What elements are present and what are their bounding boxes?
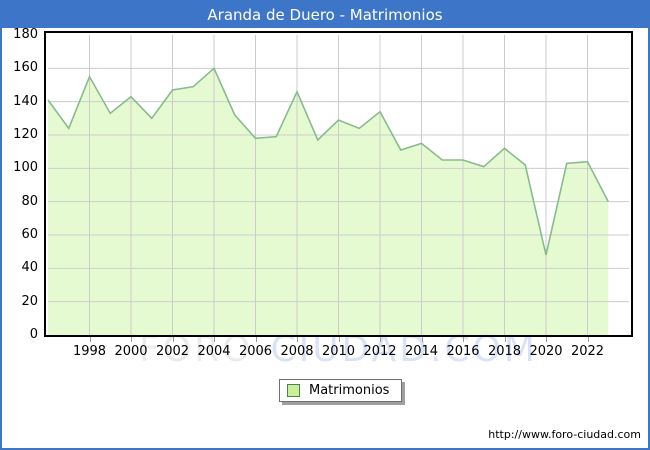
series-line bbox=[47, 67, 609, 256]
x-axis-tick bbox=[297, 337, 298, 342]
area-chart-canvas bbox=[47, 35, 629, 336]
x-axis-tick bbox=[504, 337, 506, 342]
y-axis-label: 180 bbox=[13, 27, 38, 42]
y-axis-label: 100 bbox=[13, 160, 38, 176]
x-axis-label: 2014 bbox=[404, 344, 439, 359]
x-axis-tick bbox=[131, 337, 132, 342]
x-axis-label: 2016 bbox=[446, 344, 480, 359]
x-axis-label: 2018 bbox=[487, 344, 522, 359]
legend: Matrimonios bbox=[279, 379, 403, 402]
x-axis-label: 2006 bbox=[238, 344, 273, 359]
footer-url: http://www.foro-ciudad.com bbox=[488, 428, 641, 441]
x-axis-label: 2002 bbox=[155, 344, 190, 359]
legend-label: Matrimonios bbox=[309, 383, 390, 398]
x-axis-tick bbox=[214, 337, 215, 342]
y-axis-label: 0 bbox=[29, 327, 38, 342]
x-axis-label: 2000 bbox=[114, 344, 148, 359]
x-axis-tick bbox=[172, 337, 174, 342]
x-axis-tick bbox=[255, 337, 257, 342]
x-axis-tick bbox=[421, 337, 423, 342]
y-axis-label: 40 bbox=[21, 260, 38, 276]
x-axis-tick bbox=[89, 337, 91, 342]
x-axis-label: 2012 bbox=[363, 344, 397, 359]
y-axis-label: 20 bbox=[21, 293, 38, 309]
x-axis-label: 2020 bbox=[529, 344, 563, 359]
x-axis-label: 2004 bbox=[197, 344, 231, 359]
y-axis-label: 80 bbox=[21, 193, 38, 209]
plot-border bbox=[44, 31, 633, 337]
title-bar: Aranda de Duero - Matrimonios bbox=[2, 2, 648, 28]
page-title: Aranda de Duero - Matrimonios bbox=[207, 6, 443, 24]
x-axis-tick bbox=[463, 337, 464, 342]
x-axis-label: 1998 bbox=[72, 344, 107, 359]
y-axis-label: 140 bbox=[13, 93, 38, 109]
y-axis-label: 120 bbox=[13, 127, 38, 142]
legend-swatch-icon bbox=[287, 384, 300, 397]
x-axis-tick bbox=[546, 337, 547, 342]
y-axis-label: 60 bbox=[21, 227, 38, 242]
x-axis-tick bbox=[380, 337, 381, 342]
x-axis-tick bbox=[587, 337, 589, 342]
y-axis-label: 160 bbox=[13, 60, 38, 76]
x-axis-label: 2010 bbox=[321, 344, 356, 359]
x-axis-tick bbox=[338, 337, 340, 342]
x-axis-label: 2022 bbox=[570, 344, 605, 359]
x-axis-label: 2008 bbox=[280, 344, 314, 359]
